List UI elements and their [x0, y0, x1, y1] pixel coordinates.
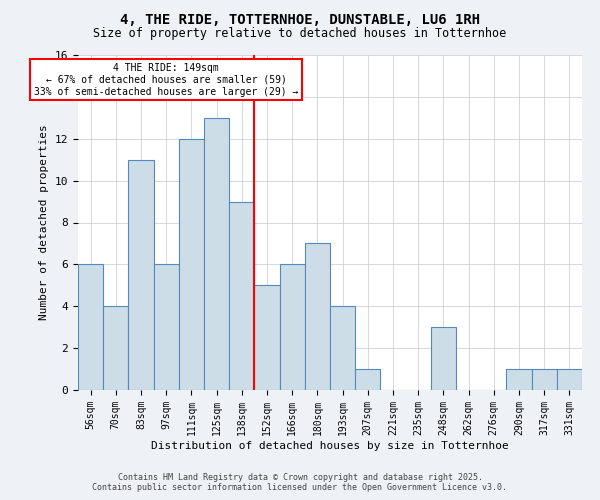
Bar — [532, 369, 557, 390]
Bar — [506, 369, 532, 390]
Bar — [330, 306, 355, 390]
Bar — [78, 264, 103, 390]
Bar — [355, 369, 380, 390]
Text: 4 THE RIDE: 149sqm
← 67% of detached houses are smaller (59)
33% of semi-detache: 4 THE RIDE: 149sqm ← 67% of detached hou… — [34, 64, 298, 96]
Y-axis label: Number of detached properties: Number of detached properties — [39, 124, 49, 320]
Bar — [280, 264, 305, 390]
Bar — [204, 118, 229, 390]
Text: 4, THE RIDE, TOTTERNHOE, DUNSTABLE, LU6 1RH: 4, THE RIDE, TOTTERNHOE, DUNSTABLE, LU6 … — [120, 12, 480, 26]
X-axis label: Distribution of detached houses by size in Totternhoe: Distribution of detached houses by size … — [151, 440, 509, 450]
Bar — [128, 160, 154, 390]
Text: Size of property relative to detached houses in Totternhoe: Size of property relative to detached ho… — [94, 28, 506, 40]
Bar — [557, 369, 582, 390]
Text: Contains HM Land Registry data © Crown copyright and database right 2025.
Contai: Contains HM Land Registry data © Crown c… — [92, 473, 508, 492]
Bar — [154, 264, 179, 390]
Bar — [229, 202, 254, 390]
Bar — [305, 244, 330, 390]
Bar — [431, 327, 456, 390]
Bar — [254, 286, 280, 390]
Bar — [179, 138, 204, 390]
Bar — [103, 306, 128, 390]
